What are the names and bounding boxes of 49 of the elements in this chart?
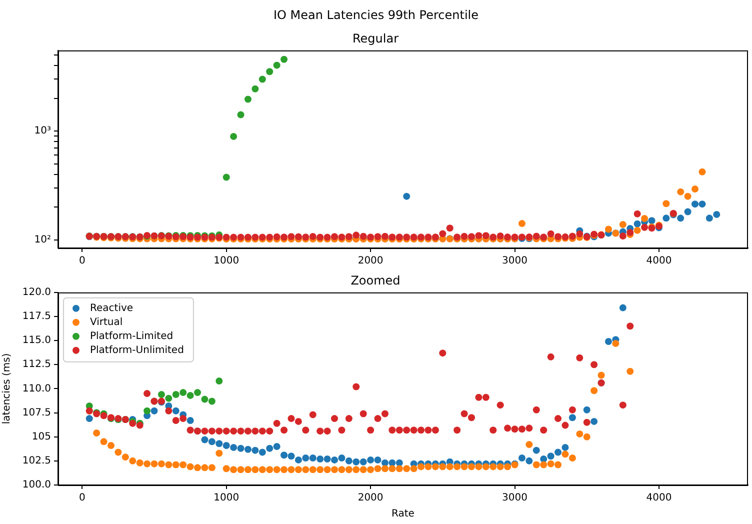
chart-title: Regular — [352, 31, 399, 46]
point — [201, 396, 208, 403]
x-tick-label: 0 — [78, 256, 86, 267]
y-tick-label: 107.5 — [22, 407, 51, 418]
point — [222, 174, 230, 181]
y-axis-title: latencies (ms) — [2, 353, 13, 424]
point — [244, 96, 252, 103]
point — [230, 132, 238, 140]
legend-label: Platform-Limited — [90, 330, 174, 342]
x-tick-label: 2000 — [358, 256, 384, 267]
y-tick-label: 120.0 — [22, 286, 51, 298]
point — [266, 68, 274, 76]
point — [186, 392, 194, 399]
y-tick-label: 110.0 — [22, 383, 51, 394]
x-tick-label: 4000 — [646, 256, 672, 267]
y-tick-label: 10³ — [34, 126, 51, 137]
point — [208, 398, 216, 405]
y-tick-label: 115.0 — [22, 335, 51, 346]
y-tick-label: 10² — [34, 234, 51, 246]
chart-title: Zoomed — [350, 273, 400, 288]
legend-label: Platform-Unlimited — [90, 344, 184, 356]
x-tick-label: 1000 — [214, 256, 240, 267]
y-tick-label: 102.5 — [22, 456, 51, 467]
point — [258, 76, 266, 83]
point — [252, 85, 259, 92]
legend-label: Virtual — [90, 316, 123, 328]
point — [165, 394, 172, 402]
x-tick-label: 3000 — [502, 492, 528, 504]
text: IO Mean Latencies 99th Percentile — [272, 7, 480, 24]
x-tick-label: 0 — [78, 492, 86, 504]
point — [172, 390, 180, 398]
point — [280, 56, 288, 63]
y-tick-label: 105 — [32, 431, 51, 442]
x-tick-label: 2000 — [358, 492, 384, 504]
y-tick-label: 117.5 — [22, 311, 51, 322]
point — [180, 389, 187, 396]
point — [216, 377, 223, 384]
x-axis-title: Rate — [392, 508, 414, 520]
legend-label: Reactive — [90, 302, 134, 314]
point — [144, 407, 151, 414]
x-tick-label: 1000 — [214, 492, 240, 504]
point — [158, 390, 165, 398]
point — [237, 111, 244, 118]
y-tick-label: 100.0 — [22, 480, 51, 491]
point — [194, 389, 202, 396]
x-tick-label: 4000 — [646, 492, 672, 504]
y-tick-label: 112.5 — [22, 359, 51, 370]
x-tick-label: 3000 — [502, 256, 528, 267]
point — [273, 62, 280, 69]
